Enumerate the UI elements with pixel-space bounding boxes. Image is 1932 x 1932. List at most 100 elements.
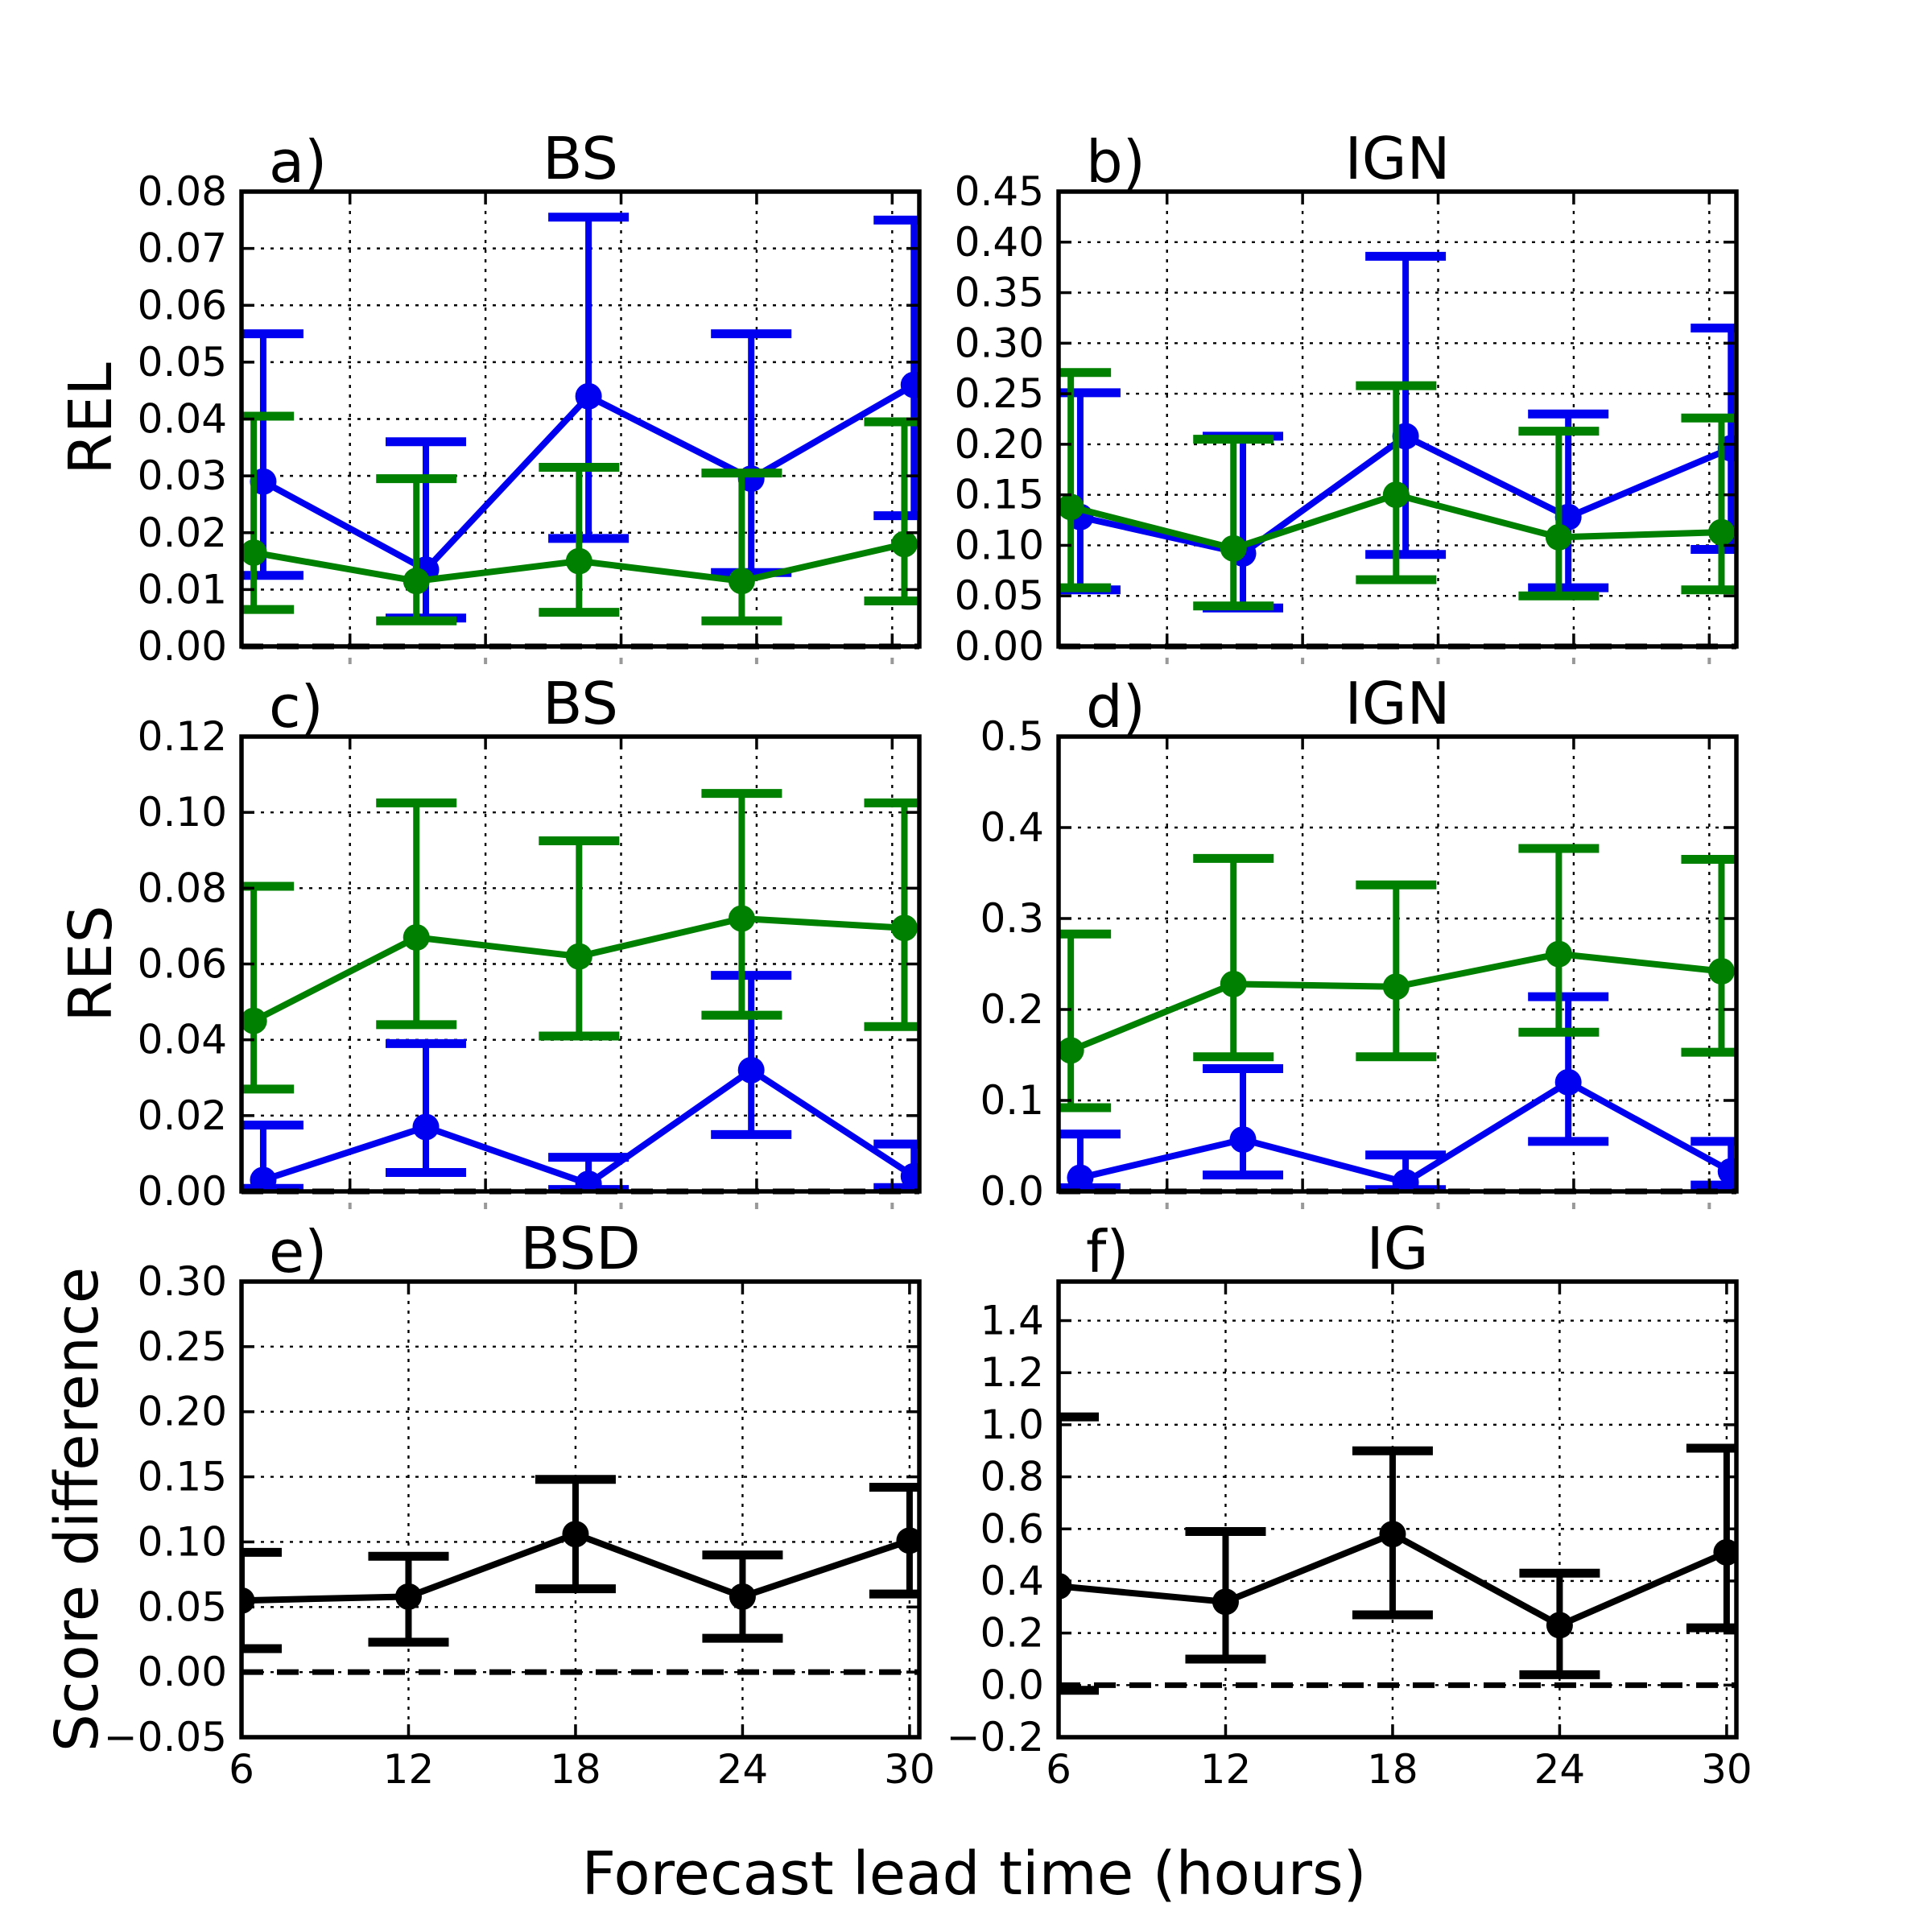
panel-d-minor-tick-marks <box>1165 1203 1711 1209</box>
svg-text:12: 12 <box>383 1746 435 1793</box>
svg-text:0.5: 0.5 <box>980 713 1044 760</box>
svg-text:0.04: 0.04 <box>138 1017 227 1063</box>
panel-a: 0.00 0.01 0.02 0.03 0.04 0.05 0.06 0.07 0.08 a) BS <box>138 125 922 670</box>
svg-text:0.07: 0.07 <box>138 225 227 272</box>
panel-d-y-tick-labels: 0.0 0.1 0.2 0.3 0.4 0.5 <box>980 713 1044 1215</box>
panel-b-green-series <box>1059 368 1736 611</box>
panel-f: −0.2 0.0 0.2 0.4 0.60.8 1.0 1.2 1.4 6 12 18 24 30 f) I… <box>947 1215 1752 1793</box>
svg-text:24: 24 <box>1534 1746 1586 1793</box>
svg-text:1.2: 1.2 <box>980 1349 1044 1396</box>
svg-text:6: 6 <box>1046 1746 1071 1793</box>
panel-a-title: BS <box>543 125 618 192</box>
svg-text:30: 30 <box>1701 1746 1752 1793</box>
panel-b-y-tick-labels: 0.000.050.100.150.200.250.300.350.400.45 <box>955 168 1044 670</box>
panel-f-gridlines <box>1059 1282 1736 1737</box>
svg-text:0.40: 0.40 <box>955 219 1044 266</box>
panel-b-blue-series <box>1059 251 1736 613</box>
panel-e-gridlines <box>242 1282 919 1737</box>
svg-text:0.05: 0.05 <box>138 339 227 386</box>
svg-text:0.0: 0.0 <box>980 1662 1044 1708</box>
svg-text:0.10: 0.10 <box>138 789 227 836</box>
panel-f-black-series <box>1059 1412 1736 1695</box>
panel-d-green-series <box>1059 844 1736 1113</box>
panel-d-green-series-markers <box>1059 940 1735 1064</box>
svg-text:18: 18 <box>1367 1746 1418 1793</box>
svg-text:0.15: 0.15 <box>138 1454 227 1501</box>
svg-text:1.0: 1.0 <box>980 1402 1044 1448</box>
svg-text:18: 18 <box>550 1746 601 1793</box>
svg-text:0.4: 0.4 <box>980 1558 1044 1604</box>
panel-d: 0.0 0.1 0.2 0.3 0.4 0.5 d) IGN <box>980 670 1739 1215</box>
panel-a-green-series-markers <box>242 530 918 595</box>
panel-c-title: BS <box>543 670 618 737</box>
svg-text:0.35: 0.35 <box>955 270 1044 316</box>
panel-b-green-series-markers <box>1059 481 1735 562</box>
svg-text:6: 6 <box>229 1746 254 1793</box>
panel-a-minor-tick-marks <box>348 658 894 664</box>
svg-text:0.00: 0.00 <box>138 1649 227 1695</box>
panel-c-y-tick-labels: 0.00 0.02 0.04 0.06 0.08 0.10 0.12 <box>138 713 227 1215</box>
panel-a-y-tick-labels: 0.00 0.01 0.02 0.03 0.04 0.05 0.06 0.07 0.08 <box>138 168 227 670</box>
panel-f-tick-marks <box>1059 1282 1736 1737</box>
svg-text:0.3: 0.3 <box>980 895 1044 942</box>
svg-text:0.30: 0.30 <box>955 320 1044 366</box>
panel-d-blue-series-markers <box>1067 1068 1736 1191</box>
panel-f-title: IG <box>1366 1215 1428 1282</box>
svg-text:−0.2: −0.2 <box>947 1714 1044 1761</box>
svg-text:0.10: 0.10 <box>955 522 1044 568</box>
panel-b-plot-box <box>1056 189 1739 649</box>
svg-text:0.08: 0.08 <box>138 865 227 911</box>
svg-text:0.04: 0.04 <box>138 396 227 443</box>
svg-text:0.02: 0.02 <box>138 510 227 556</box>
svg-text:0.2: 0.2 <box>980 1610 1044 1657</box>
svg-text:0.10: 0.10 <box>138 1518 227 1565</box>
panel-f-black-series-markers <box>1059 1521 1736 1639</box>
x-axis-label: Forecast lead time (hours) <box>581 1839 1367 1909</box>
svg-text:0.20: 0.20 <box>955 421 1044 468</box>
svg-text:0.05: 0.05 <box>955 572 1044 619</box>
svg-text:0.02: 0.02 <box>138 1092 227 1139</box>
svg-text:12: 12 <box>1200 1746 1252 1793</box>
panel-d-tick-marks <box>1059 737 1736 1191</box>
svg-text:0.4: 0.4 <box>980 804 1044 851</box>
panel-b: 0.000.050.100.150.200.250.300.350.400.45… <box>955 125 1739 670</box>
panel-c-blue-series-markers <box>250 1056 919 1191</box>
svg-text:0.06: 0.06 <box>138 941 227 988</box>
panel-f-x-tick-labels: 6 12 18 24 30 <box>1046 1746 1752 1793</box>
svg-text:0.1: 0.1 <box>980 1077 1044 1124</box>
panel-c-tick-marks <box>242 737 919 1191</box>
svg-text:0.25: 0.25 <box>955 370 1044 417</box>
panel-b-title: IGN <box>1345 125 1451 192</box>
panel-e-plot-box <box>239 1279 922 1740</box>
panel-e-black-series-markers <box>242 1521 919 1614</box>
svg-text:1.4: 1.4 <box>980 1298 1044 1344</box>
svg-text:0.20: 0.20 <box>138 1389 227 1435</box>
panel-e: −0.05 0.00 0.05 0.10 0.15 0.20 0.25 0.30 6 12 18 24… <box>104 1215 935 1793</box>
row-label-rel: REL <box>56 362 126 475</box>
svg-text:−0.05: −0.05 <box>104 1714 227 1761</box>
svg-text:0.06: 0.06 <box>138 282 227 328</box>
panel-c-green-series-markers <box>242 905 918 1034</box>
panel-a-letter: a) <box>269 128 327 196</box>
panel-e-y-tick-labels: −0.05 0.00 0.05 0.10 0.15 0.20 0.25 0.30 <box>104 1258 227 1761</box>
panel-c-blue-series <box>242 971 919 1191</box>
panel-c-green-series <box>242 789 919 1094</box>
panel-a-green-series <box>242 411 919 625</box>
panel-b-letter: b) <box>1086 128 1146 196</box>
svg-text:0.30: 0.30 <box>138 1258 227 1305</box>
panel-f-letter: f) <box>1086 1218 1129 1286</box>
panel-d-letter: d) <box>1086 673 1146 741</box>
svg-text:24: 24 <box>717 1746 769 1793</box>
row-label-score-difference: Score difference <box>43 1266 112 1752</box>
panel-b-minor-tick-marks <box>1165 658 1711 664</box>
svg-text:0.08: 0.08 <box>138 168 227 215</box>
panel-c-minor-tick-marks <box>348 1203 894 1209</box>
panel-d-title: IGN <box>1345 670 1451 737</box>
svg-text:0.45: 0.45 <box>955 168 1044 215</box>
svg-text:0.01: 0.01 <box>138 566 227 613</box>
panel-e-black-series <box>242 1475 919 1653</box>
panel-a-tick-marks <box>242 192 919 646</box>
panel-c: 0.00 0.02 0.04 0.06 0.08 0.10 0.12 c) BS <box>138 670 922 1215</box>
